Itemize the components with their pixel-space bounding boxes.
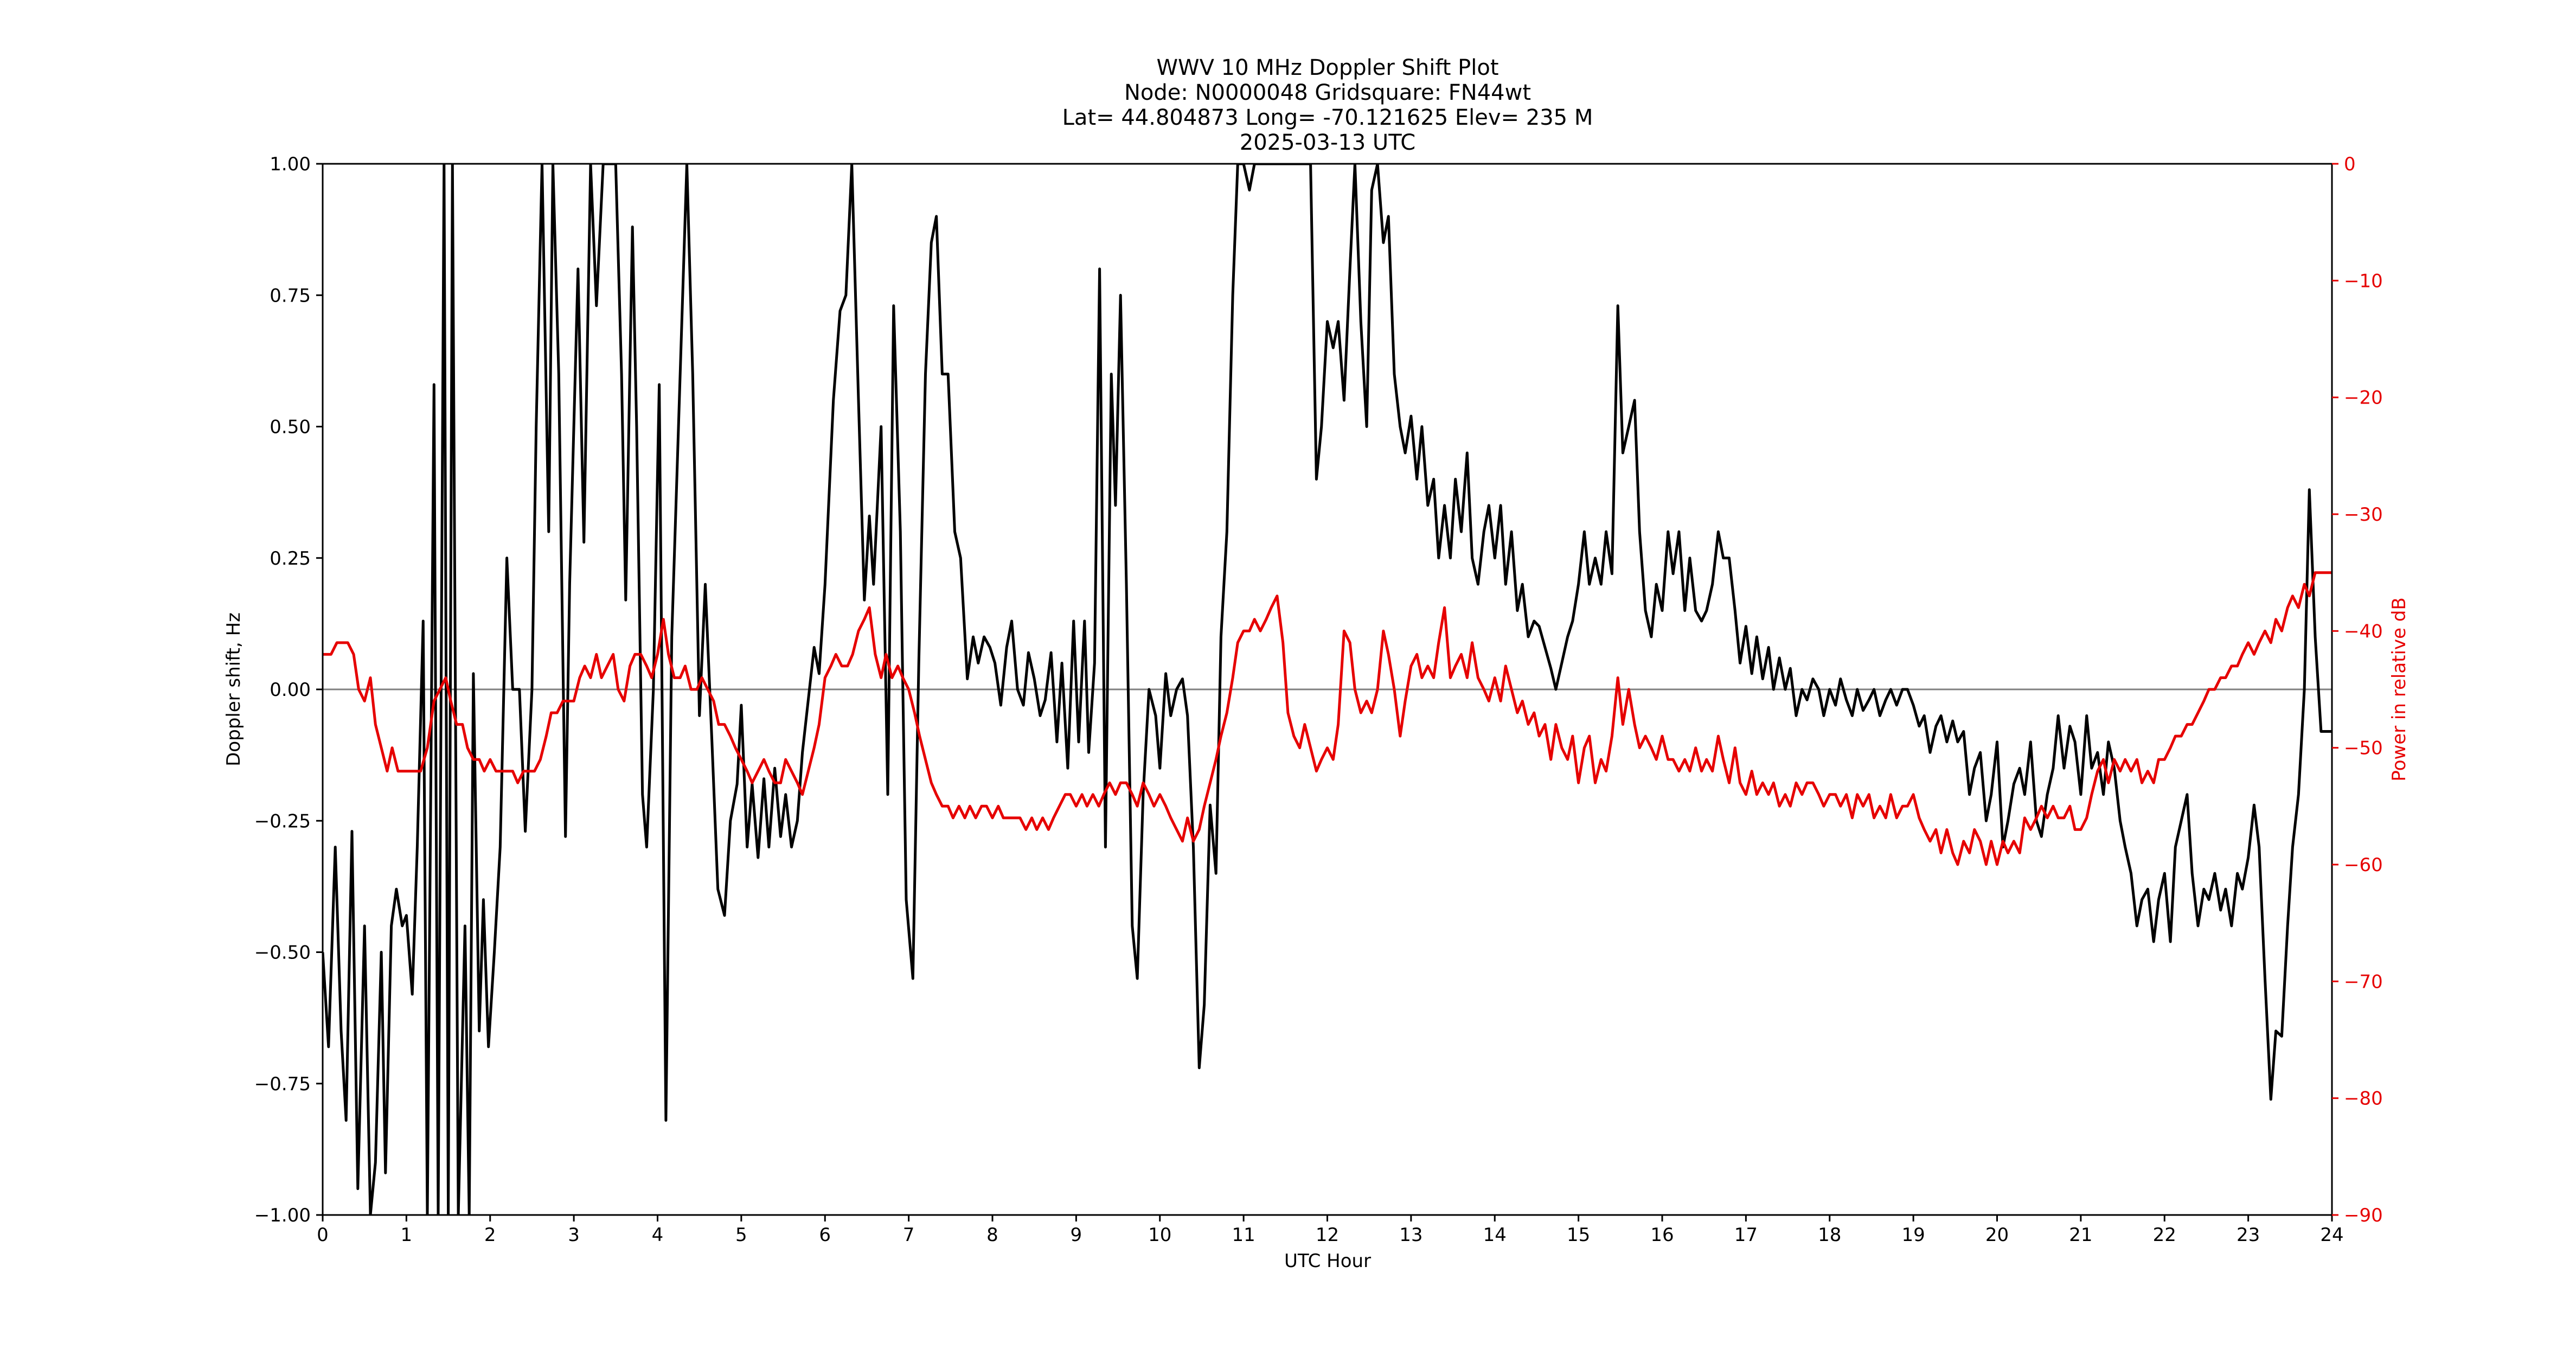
x-tick-label: 7 bbox=[903, 1224, 915, 1246]
x-tick-label: 17 bbox=[1734, 1224, 1758, 1246]
y2-tick-label: −70 bbox=[2344, 971, 2383, 993]
x-tick-label: 2 bbox=[484, 1224, 496, 1246]
y2-tick-label: −80 bbox=[2344, 1088, 2383, 1110]
y-tick-label: −0.50 bbox=[254, 942, 311, 964]
x-tick-label: 3 bbox=[568, 1224, 580, 1246]
y-axis-ticks: 1.00 0.75 0.50 0.25 0.00 −0.25 −0.50 −0.75 −1.00 bbox=[254, 153, 323, 1226]
chart-title: WWV 10 MHz Doppler Shift Plot Node: N000… bbox=[1062, 55, 1593, 155]
x-tick-label: 6 bbox=[819, 1224, 831, 1246]
x-tick-label: 0 bbox=[317, 1224, 329, 1246]
x-tick-label: 9 bbox=[1071, 1224, 1082, 1246]
y2-tick-label: 0 bbox=[2344, 153, 2356, 175]
y2-tick-label: −20 bbox=[2344, 387, 2383, 409]
x-tick-label: 14 bbox=[1483, 1224, 1507, 1246]
y-tick-label: 0.75 bbox=[270, 285, 311, 306]
x-tick-label: 21 bbox=[2069, 1224, 2092, 1246]
doppler-series-line bbox=[323, 164, 2332, 1215]
x-axis-label: UTC Hour bbox=[1284, 1250, 1371, 1272]
y-tick-label: −1.00 bbox=[254, 1205, 311, 1226]
x-tick-label: 15 bbox=[1567, 1224, 1590, 1246]
x-tick-label: 22 bbox=[2153, 1224, 2176, 1246]
x-tick-label: 10 bbox=[1148, 1224, 1171, 1246]
subtitle-node-line: Node: N0000048 Gridsquare: FN44wt bbox=[1124, 80, 1531, 105]
x-tick-label: 13 bbox=[1399, 1224, 1422, 1246]
title-line: WWV 10 MHz Doppler Shift Plot bbox=[1156, 55, 1498, 80]
y-tick-label: 0.00 bbox=[270, 679, 311, 701]
y-axis-label: Doppler shift, Hz bbox=[223, 612, 245, 766]
x-tick-label: 23 bbox=[2237, 1224, 2260, 1246]
subtitle-location-line: Lat= 44.804873 Long= -70.121625 Elev= 23… bbox=[1062, 105, 1593, 130]
x-tick-label: 20 bbox=[1985, 1224, 2009, 1246]
y2-tick-label: −90 bbox=[2344, 1205, 2383, 1226]
x-tick-label: 19 bbox=[1901, 1224, 1925, 1246]
x-tick-label: 1 bbox=[401, 1224, 413, 1246]
y-tick-label: 1.00 bbox=[270, 153, 311, 175]
x-tick-label: 18 bbox=[1818, 1224, 1841, 1246]
x-tick-label: 24 bbox=[2320, 1224, 2343, 1246]
power-series-line bbox=[323, 571, 2332, 866]
y-tick-label: −0.75 bbox=[254, 1073, 311, 1095]
y2-tick-label: −10 bbox=[2344, 270, 2383, 292]
y2-tick-label: −50 bbox=[2344, 738, 2383, 759]
x-tick-label: 16 bbox=[1650, 1224, 1674, 1246]
subtitle-date-line: 2025-03-13 UTC bbox=[1240, 130, 1415, 155]
y2-tick-label: −60 bbox=[2344, 854, 2383, 876]
plot-area bbox=[323, 164, 2332, 1215]
x-axis-ticks: 0 1 2 3 4 5 6 7 8 9 10 11 12 13 14 15 16 17 18 19 20 21 22 23 24 bbox=[317, 1215, 2344, 1246]
y2-tick-label: −30 bbox=[2344, 504, 2383, 526]
y2-axis-label: Power in relative dB bbox=[2388, 597, 2410, 781]
y-tick-label: 0.25 bbox=[270, 548, 311, 570]
x-tick-label: 12 bbox=[1316, 1224, 1339, 1246]
x-tick-label: 4 bbox=[652, 1224, 664, 1246]
y-tick-label: −0.25 bbox=[254, 810, 311, 832]
x-tick-label: 5 bbox=[735, 1224, 747, 1246]
x-tick-label: 11 bbox=[1232, 1224, 1255, 1246]
y2-axis-ticks: 0 −10 −20 −30 −40 −50 −60 −70 −80 −90 bbox=[2332, 153, 2383, 1226]
x-tick-label: 8 bbox=[986, 1224, 998, 1246]
y2-tick-label: −40 bbox=[2344, 621, 2383, 642]
y-tick-label: 0.50 bbox=[270, 417, 311, 438]
